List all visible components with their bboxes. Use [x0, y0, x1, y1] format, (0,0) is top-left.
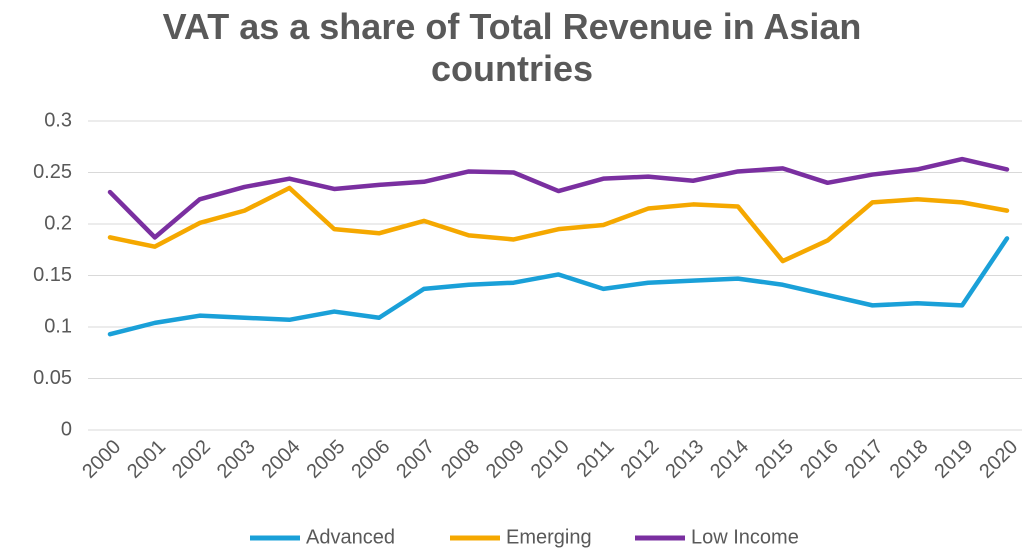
x-tick-label: 2005	[302, 436, 349, 483]
x-tick-label: 2000	[78, 436, 125, 483]
x-tick-label: 2016	[796, 436, 843, 483]
y-tick-label: 0.3	[44, 109, 72, 131]
x-tick-label: 2007	[392, 436, 439, 483]
x-tick-label: 2009	[482, 436, 529, 483]
x-tick-label: 2004	[258, 436, 305, 483]
x-tick-label: 2014	[706, 436, 753, 483]
y-tick-label: 0.15	[33, 264, 72, 286]
x-tick-label: 2006	[347, 436, 394, 483]
x-tick-label: 2013	[661, 436, 708, 483]
data-line	[107, 236, 1010, 337]
x-tick-label: 2002	[168, 436, 215, 483]
x-tick-label: 2010	[527, 436, 574, 483]
x-tick-label: 2001	[123, 436, 170, 483]
data-line	[107, 156, 1010, 240]
legend-label: Advanced	[306, 526, 395, 548]
x-tick-label: 2003	[213, 436, 260, 483]
y-tick-label: 0.1	[44, 315, 72, 337]
x-tick-label: 2018	[886, 436, 933, 483]
data-line	[107, 185, 1010, 264]
y-tick-label: 0.05	[33, 367, 72, 389]
x-tick-label: 2017	[841, 436, 888, 483]
chart-title: VAT as a share of Total Revenue in Asian…	[162, 6, 862, 89]
x-tick-label: 2019	[930, 436, 977, 483]
y-tick-label: 0	[61, 418, 72, 440]
y-tick-label: 0.2	[44, 212, 72, 234]
x-tick-label: 2012	[616, 436, 663, 483]
legend-label: Emerging	[506, 526, 592, 548]
x-tick-label: 2008	[437, 436, 484, 483]
x-tick-label: 2020	[975, 436, 1022, 483]
legend-label: Low Income	[691, 526, 799, 548]
x-tick-label: 2015	[751, 436, 798, 483]
x-tick-label: 2011	[573, 436, 619, 482]
y-tick-label: 0.25	[33, 161, 72, 183]
